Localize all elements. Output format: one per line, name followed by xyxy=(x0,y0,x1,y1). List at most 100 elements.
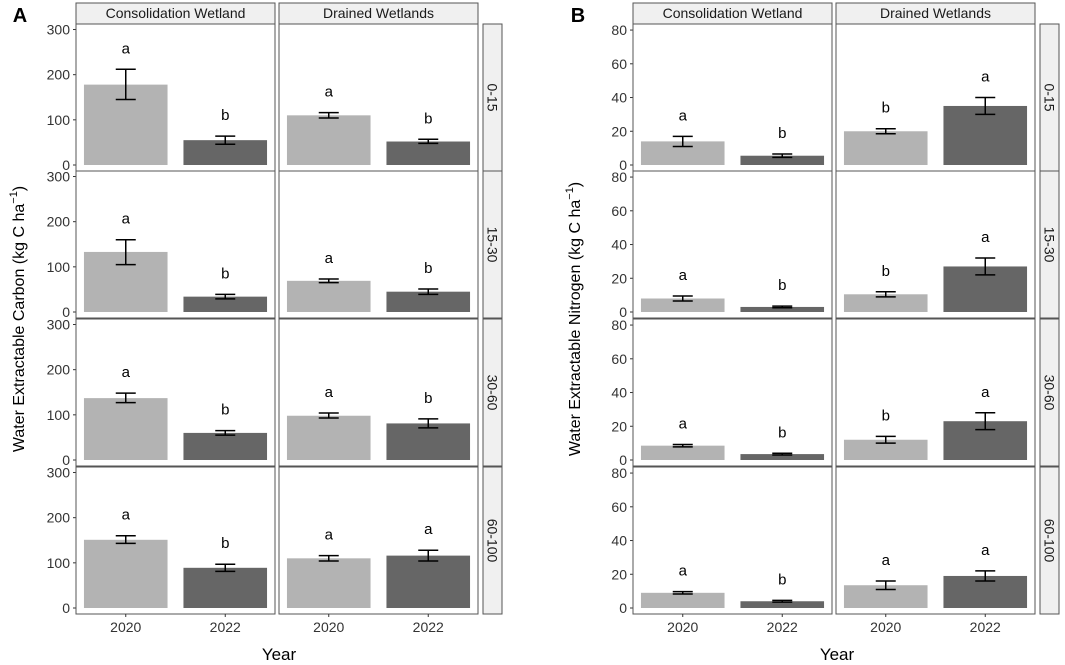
significance-label: a xyxy=(424,521,433,538)
y-tick-label: 40 xyxy=(611,90,627,106)
bar-2020 xyxy=(640,445,725,460)
facet-col-label: Drained Wetlands xyxy=(323,5,434,21)
y-tick-label: 300 xyxy=(47,169,71,185)
x-tick-label: 2020 xyxy=(870,619,901,635)
y-tick-label: 40 xyxy=(611,385,627,401)
error-bar xyxy=(418,549,439,562)
chart-B: B Consolidation Wetland Drained Wetlands 0-… xyxy=(564,2,1060,664)
panel-label: B xyxy=(571,5,585,27)
bar-2022 xyxy=(386,291,471,312)
error-bar xyxy=(975,570,996,582)
significance-label: b xyxy=(424,390,432,407)
error-bar xyxy=(318,278,339,284)
significance-label: a xyxy=(882,552,891,569)
bar-2022 xyxy=(740,454,825,460)
y-tick-label: 40 xyxy=(611,533,627,549)
y-tick-label: 80 xyxy=(611,169,627,185)
facet-strip-row xyxy=(1039,466,1060,615)
significance-label: a xyxy=(325,250,334,267)
significance-label: a xyxy=(122,364,131,381)
significance-label: a xyxy=(679,415,688,432)
error-bar xyxy=(115,534,136,545)
y-tick-label: 200 xyxy=(47,362,71,378)
error-bar xyxy=(875,435,896,444)
significance-label: a xyxy=(679,563,688,580)
y-tick-label: 300 xyxy=(47,465,71,481)
facet-panel: ab xyxy=(75,466,276,615)
bar-2022 xyxy=(183,432,268,460)
facet-panel: ab xyxy=(75,170,276,319)
y-tick-label: 0 xyxy=(62,157,70,173)
y-tick-label: 100 xyxy=(47,555,71,571)
facet-panel: ab xyxy=(632,466,833,615)
error-bar xyxy=(318,111,339,119)
facet-panel: ab xyxy=(75,23,276,172)
facet-row-label: 0-15 xyxy=(1042,83,1058,111)
bar-2020 xyxy=(843,294,928,312)
significance-label: b xyxy=(221,107,229,124)
error-bar xyxy=(215,429,236,436)
bar-2020 xyxy=(83,398,168,460)
chart-A: A Consolidation Wetland Drained Wetlands 0-… xyxy=(8,2,503,664)
y-tick-label: 0 xyxy=(62,304,70,320)
y-tick-label: 60 xyxy=(611,56,627,72)
y-axis-title-main: Water Extractable Carbon (kg C ha xyxy=(11,204,28,453)
error-bar xyxy=(115,392,136,404)
bar-2020 xyxy=(286,558,371,608)
bar-2020 xyxy=(640,592,725,608)
y-tick-label: 60 xyxy=(611,351,627,367)
bar-2022 xyxy=(386,555,471,608)
error-bar xyxy=(318,554,339,562)
x-tick-label: 2022 xyxy=(210,619,241,635)
facet-panel: ab xyxy=(278,23,479,172)
y-tick-label: 0 xyxy=(62,600,70,616)
error-bar xyxy=(772,452,793,456)
facet-panel: ba xyxy=(835,170,1036,319)
facet-panel: ba xyxy=(835,318,1036,467)
facet-panel: ab xyxy=(632,23,833,172)
x-tick-label: 2022 xyxy=(413,619,444,635)
bar-2020 xyxy=(286,280,371,312)
facet-strip-row xyxy=(482,318,503,467)
error-bar xyxy=(418,288,439,296)
error-bar xyxy=(772,153,793,159)
significance-label: a xyxy=(122,211,131,228)
error-bar xyxy=(672,295,693,302)
y-tick-label: 80 xyxy=(611,317,627,333)
y-tick-label: 0 xyxy=(619,600,627,616)
facet-col-label: Consolidation Wetland xyxy=(663,5,803,21)
y-axis-title-close: ) xyxy=(11,186,28,191)
error-bar xyxy=(975,257,996,276)
y-tick-label: 20 xyxy=(611,566,627,582)
y-axis-title-sup: −1 xyxy=(8,191,20,204)
facet-panel: ab xyxy=(278,170,479,319)
panel-border xyxy=(632,170,833,319)
y-tick-label: 200 xyxy=(47,214,71,230)
facet-strip-row xyxy=(1039,170,1060,319)
significance-label: a xyxy=(122,507,131,524)
significance-label: b xyxy=(778,571,786,588)
bar-2022 xyxy=(740,155,825,165)
error-bar xyxy=(215,293,236,300)
facet-row-label: 15-30 xyxy=(485,227,501,263)
y-tick-label: 0 xyxy=(619,157,627,173)
bar-2020 xyxy=(843,131,928,165)
error-bar xyxy=(115,68,136,101)
y-tick-label: 0 xyxy=(619,452,627,468)
y-tick-label: 60 xyxy=(611,499,627,515)
significance-label: a xyxy=(679,107,688,124)
error-bar xyxy=(672,590,693,595)
significance-label: a xyxy=(325,84,334,101)
y-tick-label: 300 xyxy=(47,22,71,38)
y-axis-title-main: Water Extractable Nitrogen (kg C ha xyxy=(567,200,584,457)
panel-border xyxy=(632,318,833,467)
error-bar xyxy=(318,412,339,419)
bar-2020 xyxy=(640,141,725,165)
y-tick-label: 200 xyxy=(47,67,71,83)
significance-label: b xyxy=(778,277,786,294)
significance-label: b xyxy=(778,125,786,142)
bar-2022 xyxy=(740,601,825,608)
significance-label: b xyxy=(221,535,229,552)
significance-label: a xyxy=(325,527,334,544)
